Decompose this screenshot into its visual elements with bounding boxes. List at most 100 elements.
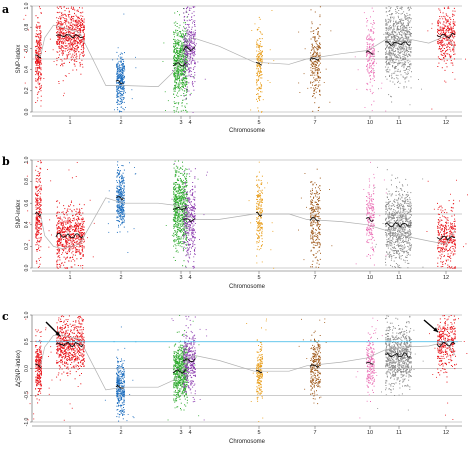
point <box>72 49 73 50</box>
point <box>318 47 319 48</box>
point <box>38 228 39 229</box>
y-axis-title: SNP-index <box>16 45 22 74</box>
point <box>120 71 121 72</box>
point <box>39 67 40 68</box>
point <box>262 38 263 39</box>
cluster-chr-2 <box>108 161 136 253</box>
point <box>39 89 40 90</box>
point <box>66 248 67 249</box>
point <box>64 29 65 30</box>
point <box>122 65 123 66</box>
point <box>56 225 57 226</box>
point <box>76 58 77 59</box>
point <box>184 84 185 85</box>
point <box>406 16 407 17</box>
point <box>367 37 368 38</box>
point <box>195 30 196 31</box>
point <box>70 18 71 19</box>
point <box>67 210 68 211</box>
point <box>177 44 178 45</box>
point <box>79 245 80 246</box>
point <box>400 28 401 29</box>
point <box>398 16 399 17</box>
point <box>64 41 65 42</box>
point <box>82 224 83 225</box>
point <box>59 257 60 258</box>
point <box>62 228 63 229</box>
outlier-point <box>255 23 256 24</box>
point <box>175 48 176 49</box>
point <box>316 85 317 86</box>
point <box>119 68 120 69</box>
point <box>258 96 259 97</box>
point <box>184 44 185 45</box>
point <box>192 51 193 52</box>
point <box>56 32 57 33</box>
point <box>399 47 400 48</box>
point <box>408 62 409 63</box>
point <box>186 49 187 50</box>
point <box>67 211 68 212</box>
point <box>315 97 316 98</box>
point <box>182 89 183 90</box>
point <box>58 8 59 9</box>
point <box>72 177 73 178</box>
outlier-point <box>455 79 456 80</box>
point <box>124 170 125 171</box>
point <box>374 53 375 54</box>
point <box>180 50 181 51</box>
point <box>71 222 72 223</box>
point <box>59 259 60 260</box>
point <box>116 202 117 203</box>
point <box>177 77 178 78</box>
point <box>314 72 315 73</box>
point <box>37 57 38 58</box>
point <box>316 92 317 93</box>
point <box>175 52 176 53</box>
point <box>116 87 117 88</box>
point <box>258 90 259 91</box>
point <box>82 55 83 56</box>
point <box>75 43 76 44</box>
point <box>66 253 67 254</box>
point <box>74 10 75 11</box>
point <box>387 22 388 23</box>
point <box>442 67 443 68</box>
point <box>82 229 83 230</box>
point <box>367 46 368 47</box>
point <box>75 25 76 26</box>
point <box>260 19 261 20</box>
point <box>394 35 395 36</box>
point <box>256 82 257 83</box>
outlier-point <box>163 61 164 62</box>
outlier-point <box>93 256 94 257</box>
point <box>408 66 409 67</box>
point <box>408 41 409 42</box>
point <box>398 71 399 72</box>
point <box>193 60 194 61</box>
point <box>370 30 371 31</box>
point <box>447 20 448 21</box>
point <box>121 61 122 62</box>
point <box>175 46 176 47</box>
point <box>39 59 40 60</box>
point <box>391 43 392 44</box>
point <box>183 57 184 58</box>
point <box>451 60 452 61</box>
point <box>385 44 386 45</box>
x-tick-label-11: 11 <box>396 120 402 126</box>
point <box>256 44 257 45</box>
point <box>187 54 188 55</box>
outlier-point <box>29 240 30 241</box>
point <box>67 251 68 252</box>
point <box>35 80 36 81</box>
point <box>192 58 193 59</box>
point <box>60 34 61 35</box>
point <box>194 81 195 82</box>
point <box>38 41 39 42</box>
point <box>187 57 188 58</box>
point <box>37 218 38 219</box>
point <box>176 52 177 53</box>
point <box>370 43 371 44</box>
point <box>185 22 186 23</box>
